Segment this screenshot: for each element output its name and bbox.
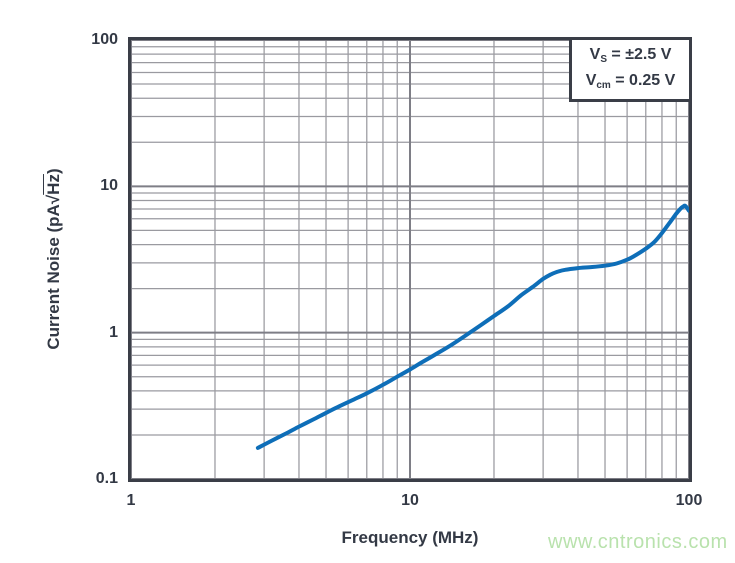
plot-area: VS = ±2.5 V Vcm = 0.25 V [128,37,692,482]
x-tick-label: 10 [401,492,419,509]
condition-symbol: V [589,45,601,63]
condition-value: = 0.25 V [610,71,676,89]
x-axis-title: Frequency (MHz) [341,528,479,547]
condition-line: Vcm = 0.25 V [586,70,676,96]
y-axis-title-prefix: Current Noise (pA√ [44,194,63,350]
condition-value: = ±2.5 V [606,45,672,63]
y-axis-title-suffix: ) [44,168,63,175]
y-axis-title-sqrt-arg: Hz [44,174,63,195]
x-tick-label: 1 [126,492,136,509]
condition-symbol: V [585,71,597,89]
test-conditions-box: VS = ±2.5 V Vcm = 0.25 V [569,40,689,102]
y-tick-label: 10 [100,177,118,195]
y-axis-title: Current Noise (pA√Hz) [44,168,64,349]
x-tick-label: 100 [675,492,703,509]
condition-subscript: cm [596,79,611,91]
y-tick-label: 0.1 [95,470,118,487]
condition-subscript: S [600,53,607,65]
current-noise-curve [255,203,689,450]
y-tick-label: 1 [109,323,118,341]
chart-canvas [131,40,689,479]
condition-line: VS = ±2.5 V [590,44,672,70]
watermark: www.cntronics.com [548,531,728,553]
y-tick-label: 100 [91,31,118,48]
